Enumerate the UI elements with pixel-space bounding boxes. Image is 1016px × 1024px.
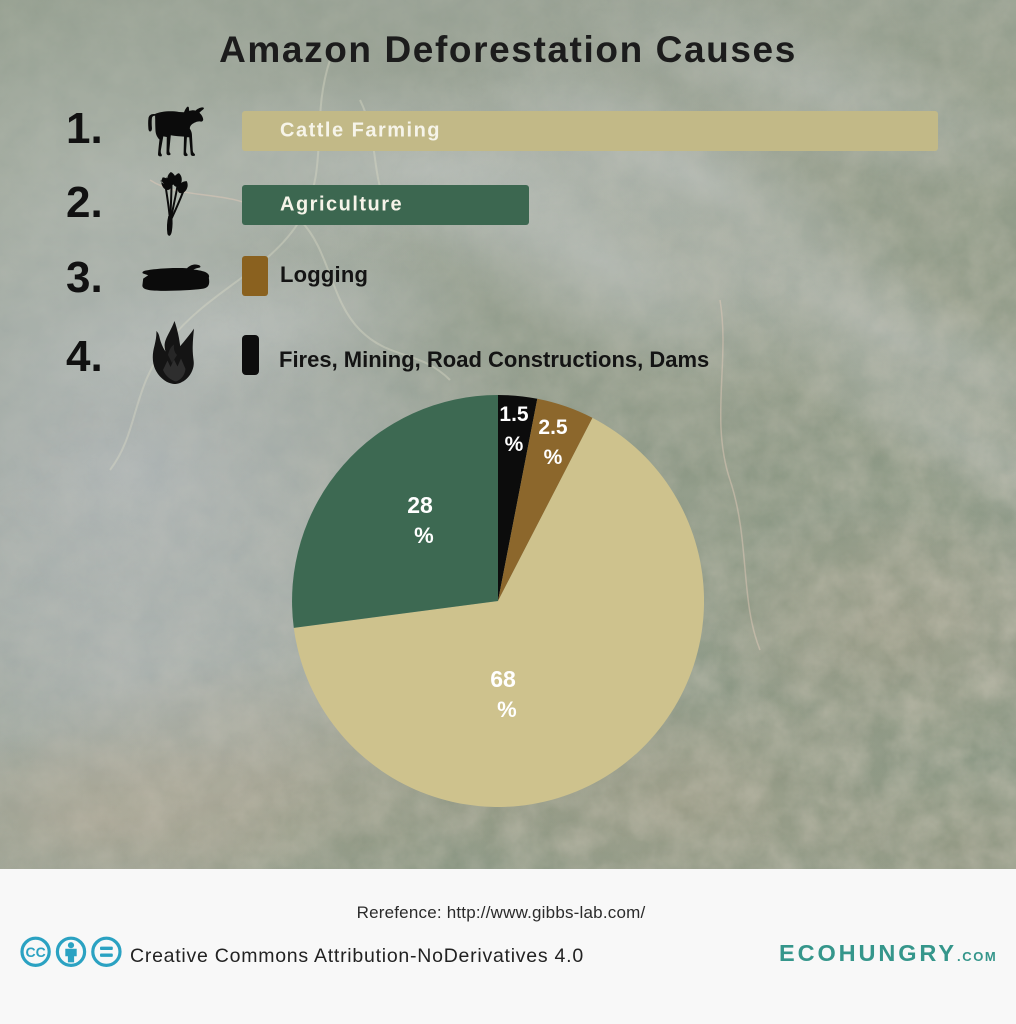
svg-text:CC: CC [25, 944, 45, 960]
